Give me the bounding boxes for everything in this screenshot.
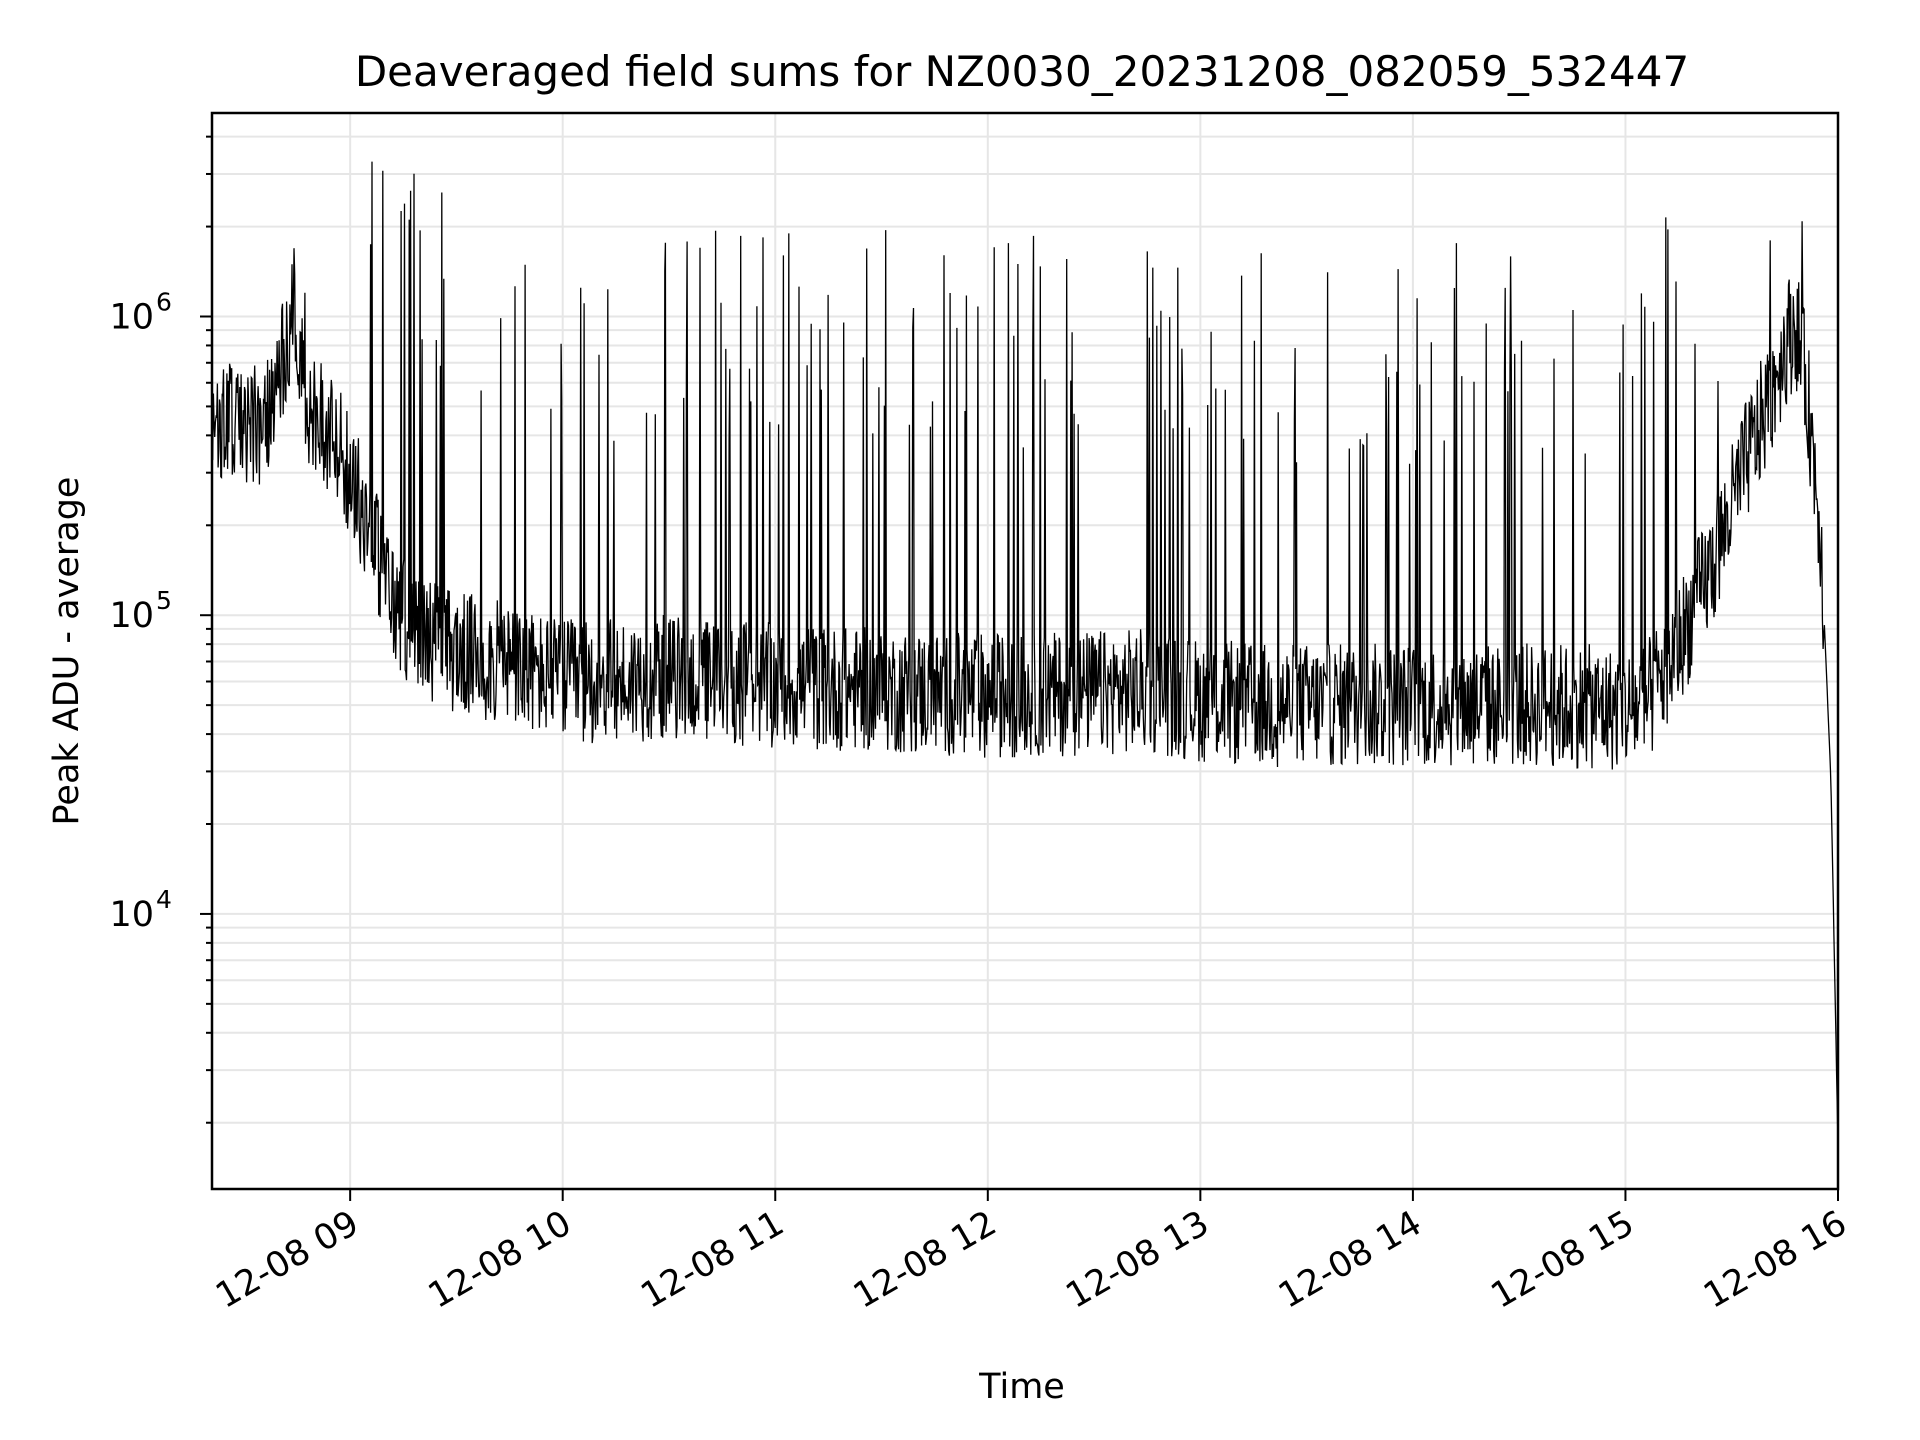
chart-title: Deaveraged field sums for NZ0030_2023120… bbox=[355, 47, 1689, 96]
x-tick-label: 12-08 12 bbox=[847, 1203, 1003, 1316]
x-tick-label: 12-08 09 bbox=[209, 1203, 365, 1316]
x-axis-label: Time bbox=[978, 1367, 1065, 1407]
x-tick-label: 12-08 11 bbox=[634, 1203, 790, 1316]
series-layer bbox=[211, 161, 1839, 1144]
y-tick-exponent: 6 bbox=[156, 287, 172, 316]
y-tick-label: 10 bbox=[109, 297, 154, 337]
x-tick-label: 12-08 10 bbox=[422, 1203, 578, 1316]
x-tick-label: 12-08 13 bbox=[1060, 1203, 1216, 1316]
y-axis-label: Peak ADU - average bbox=[47, 477, 87, 826]
y-tick-label: 10 bbox=[109, 895, 154, 935]
y-tick-exponent: 4 bbox=[156, 885, 172, 914]
plot-frame bbox=[210, 111, 1840, 1191]
x-tick-label: 12-08 14 bbox=[1272, 1203, 1428, 1316]
y-tick-label: 10 bbox=[109, 596, 154, 636]
x-tick-label: 12-08 15 bbox=[1485, 1203, 1641, 1316]
x-tick-label: 12-08 16 bbox=[1697, 1203, 1853, 1316]
series-line bbox=[211, 161, 1839, 1144]
y-tick-exponent: 5 bbox=[156, 586, 172, 615]
